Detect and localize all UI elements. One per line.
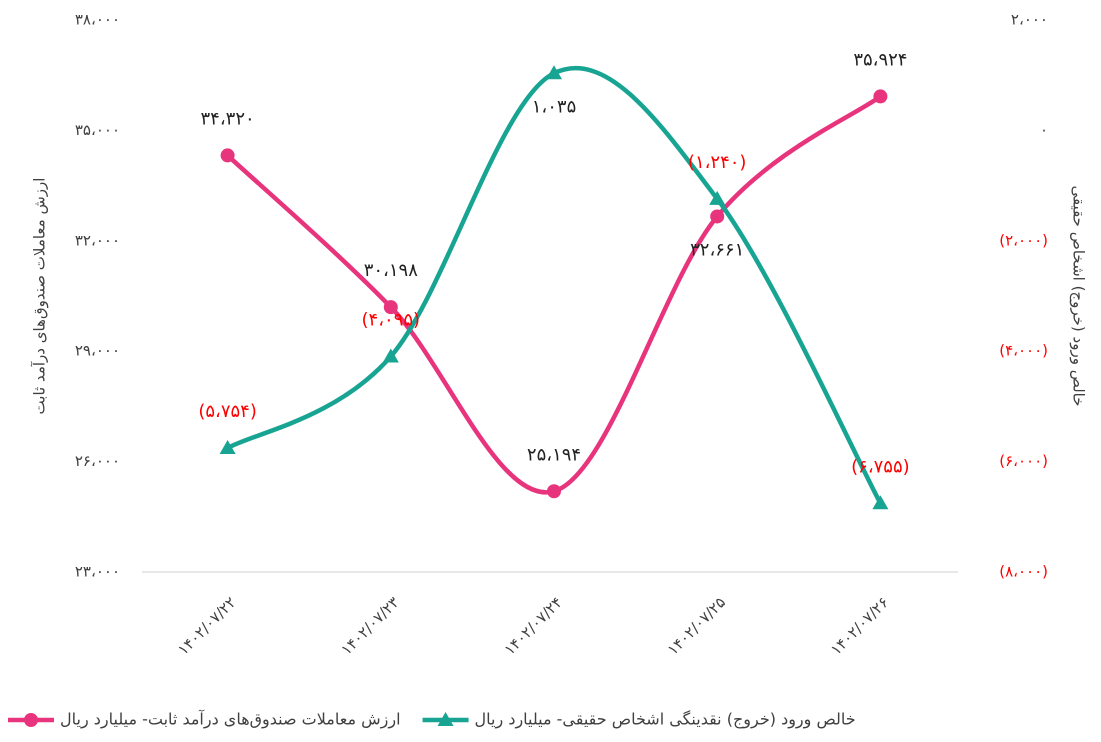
data-label: ۳۰،۱۹۸	[364, 260, 418, 281]
y-tick-label: ۲۳،۰۰۰	[75, 563, 120, 581]
marker	[546, 65, 562, 80]
marker	[220, 148, 235, 163]
y-tick-label: ۳۲،۰۰۰	[75, 231, 120, 249]
marker	[873, 89, 888, 104]
y-tick-label: ۳۸،۰۰۰	[75, 11, 120, 29]
legend-label: ارزش معاملات صندوق‌های درآمد ثابت- میلیا…	[60, 710, 401, 730]
data-label: ۳۴،۳۲۰	[201, 108, 255, 129]
data-label: ۳۲،۶۶۱	[690, 239, 744, 260]
y2-tick-label: ۲،۰۰۰	[1011, 11, 1048, 29]
marker	[383, 300, 398, 315]
y-tick-label: ۲۶،۰۰۰	[75, 452, 120, 470]
y-tick-label: ۲۹،۰۰۰	[75, 342, 120, 360]
x-tick-label: ۱۴۰۲/۰۷/۲۲	[174, 593, 239, 658]
y2-tick-label: (۲،۰۰۰)	[999, 231, 1048, 249]
series-line	[226, 94, 882, 495]
data-label: (۵،۷۵۴)	[198, 401, 257, 422]
data-label: (۶،۷۵۵)	[851, 456, 910, 477]
marker	[382, 348, 399, 363]
series-line	[226, 65, 883, 505]
marker	[219, 440, 236, 455]
marker	[872, 495, 889, 510]
marker	[709, 190, 726, 205]
legend-marker	[437, 712, 454, 726]
x-tick-label: ۱۴۰۲/۰۷/۲۵	[664, 593, 729, 658]
marker	[547, 484, 561, 499]
marker	[710, 209, 725, 224]
data-label: (۴،۰۹۵)	[362, 309, 421, 330]
y2-tick-label: (۴،۰۰۰)	[999, 342, 1048, 360]
x-tick-label: ۱۴۰۲/۰۷/۲۴	[501, 593, 566, 658]
y-axis-title: ارزش معاملات صندوق‌های درآمد ثابت	[31, 178, 49, 415]
legend-marker	[24, 713, 38, 727]
data-label: (۱،۲۴۰)	[688, 152, 747, 173]
y2-tick-label: (۸،۰۰۰)	[999, 563, 1048, 581]
y2-tick-label: (۶،۰۰۰)	[999, 452, 1048, 470]
y-tick-label: ۳۵،۰۰۰	[75, 121, 120, 139]
legend-label: خالص ورود (خروج) نقدینگی اشخاص حقیقی- می…	[475, 710, 856, 730]
x-tick-label: ۱۴۰۲/۰۷/۲۳	[337, 593, 402, 658]
y2-axis-title: خالص ورود (خروج) اشخاص حقیقی	[1069, 185, 1088, 406]
y2-tick-label: ۰	[1040, 121, 1048, 139]
data-label: ۱،۰۳۵	[532, 96, 576, 117]
x-tick-label: ۱۴۰۲/۰۷/۲۶	[827, 593, 892, 658]
data-label: ۳۵،۹۲۴	[853, 49, 907, 70]
data-label: ۲۵،۱۹۴	[527, 444, 581, 465]
